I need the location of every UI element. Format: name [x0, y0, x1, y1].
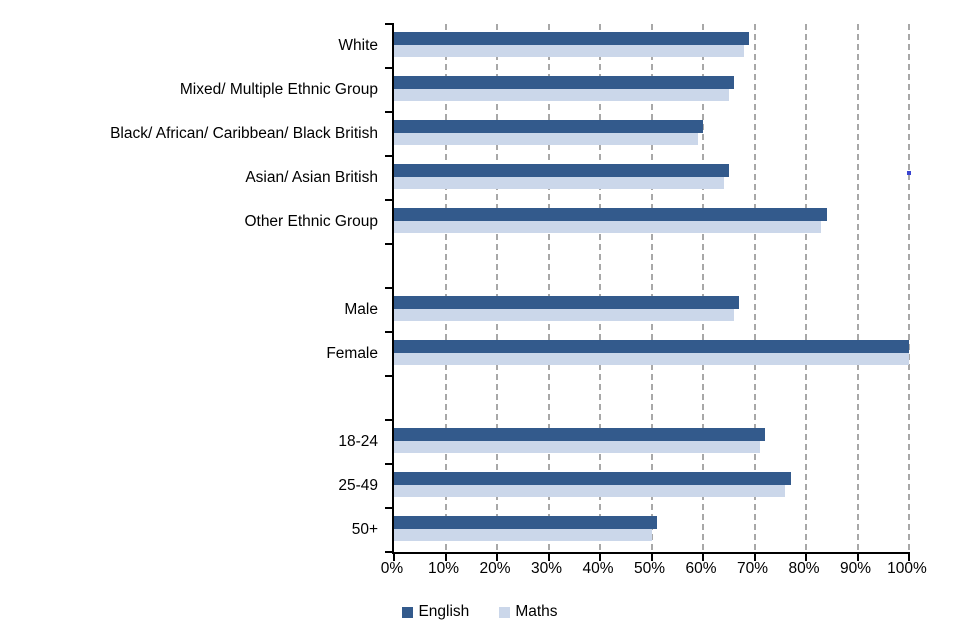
- bar-maths: [394, 45, 745, 57]
- bar-english: [394, 164, 729, 177]
- bar-row: [394, 68, 909, 112]
- x-axis-tick: [496, 552, 498, 561]
- x-axis-tick: [393, 552, 395, 561]
- y-axis-tick: [385, 243, 394, 245]
- bar-row: [394, 376, 909, 420]
- category-label: 25-49: [338, 477, 378, 494]
- x-axis-tick: [908, 552, 910, 561]
- bar-english: [394, 120, 703, 133]
- bar-maths: [394, 133, 698, 145]
- category-label: White: [338, 37, 378, 54]
- bar-english: [394, 296, 740, 309]
- gridline: [444, 24, 447, 552]
- bar-maths: [394, 485, 786, 497]
- bar-maths: [394, 353, 909, 365]
- x-axis-tick: [856, 552, 859, 561]
- x-axis-tick: [702, 552, 704, 561]
- x-axis-tick: [444, 552, 447, 561]
- y-axis-tick: [385, 23, 394, 25]
- bar-english: [394, 32, 750, 45]
- bar-english: [394, 208, 827, 221]
- category-label: Male: [344, 301, 378, 318]
- x-axis-tick-label: 70%: [736, 560, 769, 577]
- y-axis-tick: [385, 111, 394, 113]
- y-axis-tick: [385, 67, 394, 69]
- x-axis-tick-label: 100%: [887, 560, 927, 577]
- legend-label-english: English: [418, 603, 470, 620]
- x-axis-tick: [650, 552, 653, 561]
- gridline: [702, 24, 704, 552]
- x-axis-labels: 0% 10% 20% 30% 40% 50% 60% 70% 80% 90% 100%: [381, 560, 927, 580]
- x-axis-tick-label: 20%: [479, 560, 511, 577]
- y-axis-tick: [385, 419, 394, 421]
- y-axis-tick: [385, 375, 394, 377]
- category-label: Asian/ Asian British: [245, 169, 378, 186]
- x-axis-tick: [753, 552, 756, 561]
- gridline: [650, 24, 653, 552]
- bar-row: [394, 112, 909, 156]
- x-axis-tick-label: 10%: [427, 560, 460, 577]
- gridline: [908, 24, 910, 552]
- gridline: [547, 24, 550, 552]
- bar-row: [394, 200, 909, 244]
- legend-item-english: English: [402, 603, 469, 621]
- category-label: Mixed/ Multiple Ethnic Group: [179, 81, 378, 98]
- bar-row: [394, 464, 909, 508]
- bar-english: [394, 472, 791, 485]
- category-label: 18-24: [338, 433, 378, 450]
- bar-row: [394, 332, 909, 376]
- bar-english: [394, 516, 657, 529]
- x-axis-tick-label: 90%: [839, 560, 872, 577]
- x-axis-tick: [805, 552, 807, 561]
- y-axis-tick: [385, 287, 394, 289]
- gridline: [599, 24, 601, 552]
- bar-row: [394, 508, 909, 552]
- bar-maths: [394, 441, 760, 453]
- gridline: [805, 24, 807, 552]
- category-label: Female: [326, 345, 378, 362]
- x-axis-tick-label: 30%: [530, 560, 563, 577]
- x-axis-tick-label: 50%: [633, 560, 666, 577]
- y-axis-tick: [385, 551, 394, 553]
- bar-row: [394, 244, 909, 288]
- bar-english: [394, 340, 909, 353]
- x-axis-tick-label: 80%: [788, 560, 820, 577]
- bar-row: [394, 24, 909, 68]
- x-axis-tick: [547, 552, 550, 561]
- category-label: 50+: [351, 521, 378, 538]
- bar-maths: [394, 529, 652, 541]
- bar-maths: [394, 309, 734, 321]
- bar-maths: [394, 221, 822, 233]
- y-axis-tick: [385, 199, 394, 201]
- bar-english: [394, 76, 734, 89]
- y-axis-tick: [385, 331, 394, 333]
- bar-english: [394, 428, 765, 441]
- gridline: [753, 24, 756, 552]
- stray-dot: [907, 171, 911, 175]
- legend-label-maths: Maths: [515, 603, 558, 620]
- bar-row: [394, 420, 909, 464]
- bar-maths: [394, 177, 724, 189]
- y-axis-tick: [385, 463, 394, 465]
- legend: English Maths: [0, 600, 960, 624]
- x-axis-tick: [599, 552, 601, 561]
- legend-item-maths: Maths: [499, 603, 558, 621]
- category-labels: White Mixed/ Multiple Ethnic Group Black/ …: [0, 24, 384, 552]
- y-axis-tick: [385, 507, 394, 509]
- gridline: [856, 24, 859, 552]
- category-label: Other Ethnic Group: [244, 213, 378, 230]
- gridline: [496, 24, 498, 552]
- y-axis-tick: [385, 155, 394, 157]
- x-axis-tick-label: 60%: [685, 560, 717, 577]
- category-label: Black/ African/ Caribbean/ Black British: [110, 125, 378, 142]
- bar-row: [394, 156, 909, 200]
- plot-area: [385, 23, 911, 561]
- bar-row: [394, 288, 909, 332]
- x-axis-tick-label: 0%: [380, 560, 404, 577]
- legend-swatch-maths-icon: [499, 606, 511, 618]
- bar-maths: [394, 89, 729, 101]
- legend-swatch-english-icon: [402, 606, 414, 618]
- x-axis-tick-label: 40%: [582, 560, 614, 577]
